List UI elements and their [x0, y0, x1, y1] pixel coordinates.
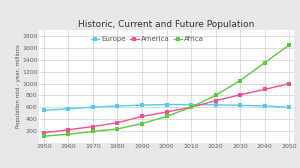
Line: Europe: Europe: [42, 103, 291, 112]
Europe: [140, 104, 144, 106]
Europe: [263, 105, 266, 107]
America: [189, 106, 193, 108]
Africa: [263, 62, 266, 64]
Europe: [67, 108, 70, 110]
America: [287, 82, 291, 85]
America: [238, 94, 242, 96]
Africa: [214, 94, 217, 96]
Africa: [91, 131, 95, 133]
Africa: [67, 133, 70, 135]
America: [67, 129, 70, 131]
Africa: [116, 128, 119, 130]
Africa: [165, 115, 168, 117]
America: [214, 100, 217, 102]
Africa: [42, 135, 46, 137]
Y-axis label: Population mid - year, millions: Population mid - year, millions: [16, 45, 21, 128]
Europe: [91, 106, 95, 108]
America: [140, 115, 144, 117]
America: [263, 89, 266, 91]
Africa: [238, 80, 242, 82]
Africa: [189, 106, 193, 108]
America: [42, 132, 46, 134]
Line: Africa: Africa: [42, 43, 291, 138]
Europe: [189, 104, 193, 106]
Legend: Europe, America, Africa: Europe, America, Africa: [88, 34, 207, 45]
Europe: [42, 109, 46, 111]
Europe: [287, 106, 291, 108]
Title: Historic, Current and Future Population: Historic, Current and Future Population: [78, 20, 255, 29]
America: [91, 125, 95, 128]
Europe: [116, 105, 119, 107]
America: [116, 122, 119, 124]
Africa: [287, 44, 291, 46]
Europe: [165, 103, 168, 106]
Africa: [140, 122, 144, 124]
Europe: [238, 104, 242, 106]
Line: America: America: [42, 82, 291, 135]
America: [165, 111, 168, 113]
Europe: [214, 104, 217, 106]
